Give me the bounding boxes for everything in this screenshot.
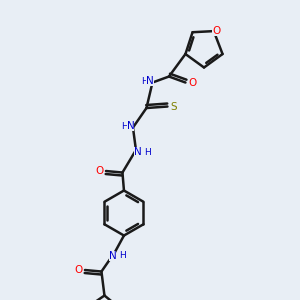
Text: O: O — [95, 166, 103, 176]
Text: N: N — [134, 147, 142, 158]
Text: O: O — [212, 26, 220, 36]
Text: N: N — [146, 76, 154, 86]
Text: H: H — [144, 148, 151, 157]
Text: N: N — [109, 250, 116, 261]
Text: O: O — [188, 77, 196, 88]
Text: H: H — [119, 251, 126, 260]
Text: H: H — [121, 122, 128, 130]
Text: H: H — [141, 76, 147, 85]
Text: O: O — [74, 265, 82, 275]
Text: N: N — [127, 121, 134, 131]
Text: S: S — [171, 101, 177, 112]
